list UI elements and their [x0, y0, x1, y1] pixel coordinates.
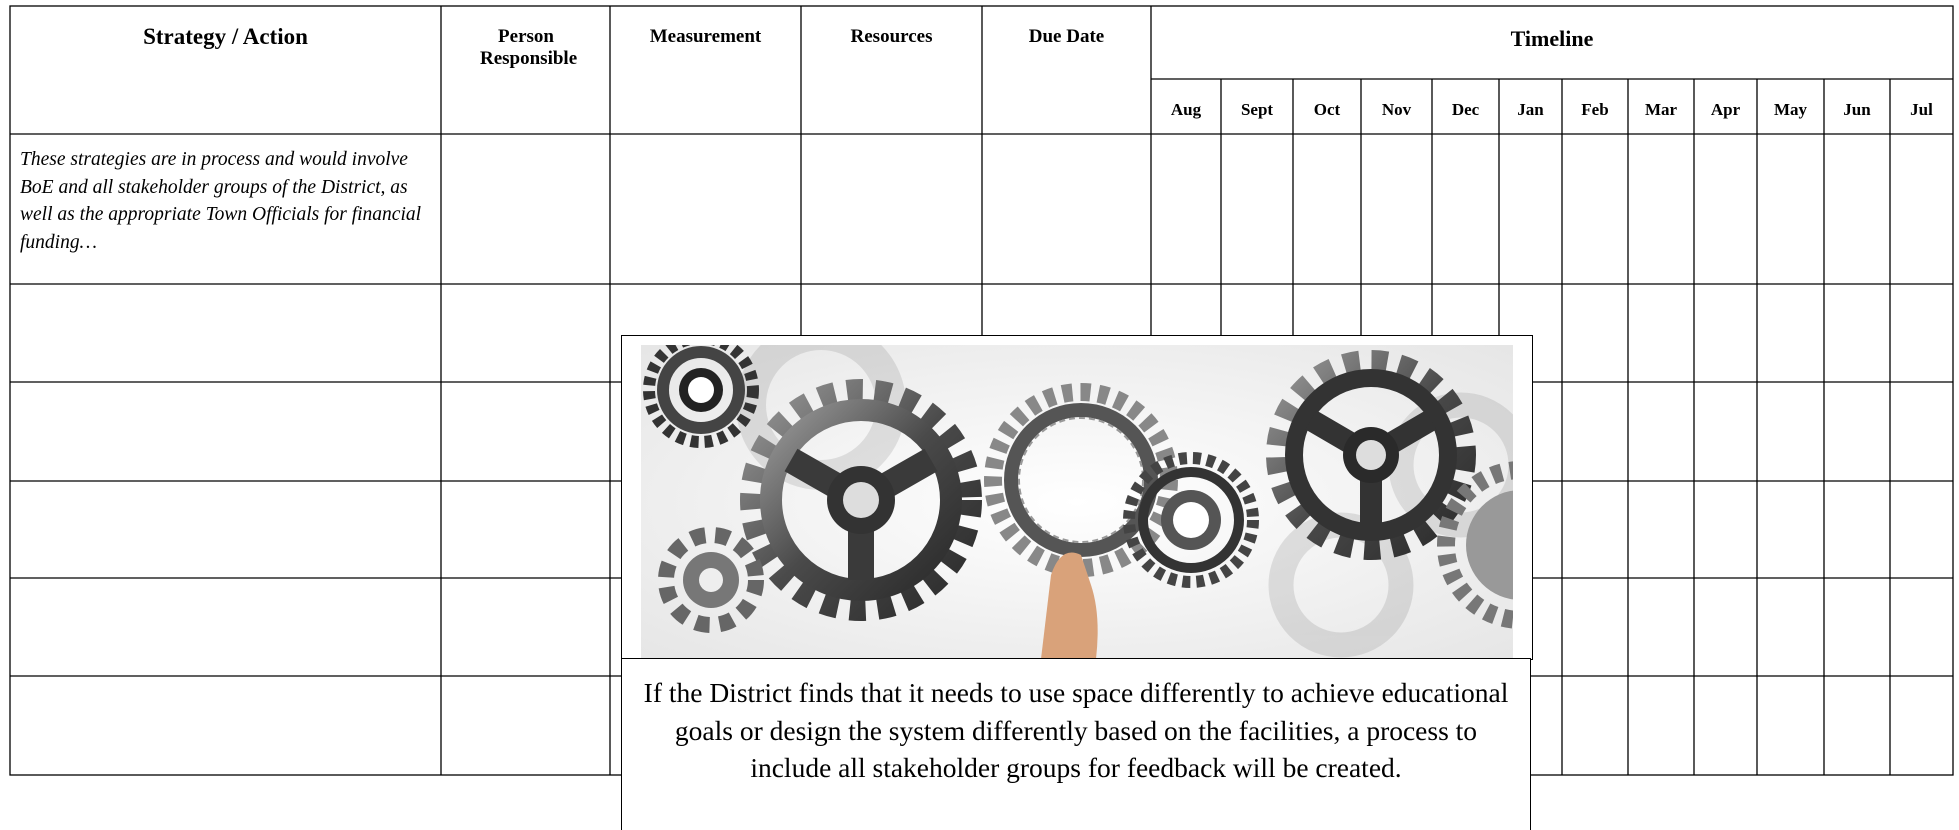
- image-frame: [621, 335, 1533, 660]
- gears-image: [641, 345, 1513, 659]
- month-header: Dec: [1451, 100, 1480, 119]
- column-header: Strategy / Action: [143, 24, 308, 49]
- month-header: Oct: [1313, 100, 1341, 119]
- month-header: Nov: [1381, 100, 1412, 119]
- column-header: Due Date: [1028, 26, 1105, 47]
- month-header: Jun: [1843, 100, 1871, 119]
- column-header: Measurement: [649, 26, 762, 47]
- caption: If the District finds that it needs to u…: [621, 658, 1531, 830]
- column-header: Timeline: [1510, 26, 1594, 51]
- row-text: These strategies are in process and woul…: [20, 149, 422, 253]
- month-header: May: [1773, 100, 1808, 119]
- column-header: Person Responsible: [480, 26, 578, 69]
- month-header: Feb: [1581, 100, 1609, 119]
- month-header: Jan: [1517, 100, 1544, 119]
- month-header: Mar: [1644, 100, 1678, 119]
- column-header: Resources: [850, 26, 933, 47]
- month-header: Jul: [1910, 100, 1933, 119]
- month-header: Aug: [1170, 100, 1202, 119]
- month-header: Apr: [1710, 100, 1741, 119]
- month-header: Sept: [1240, 100, 1274, 119]
